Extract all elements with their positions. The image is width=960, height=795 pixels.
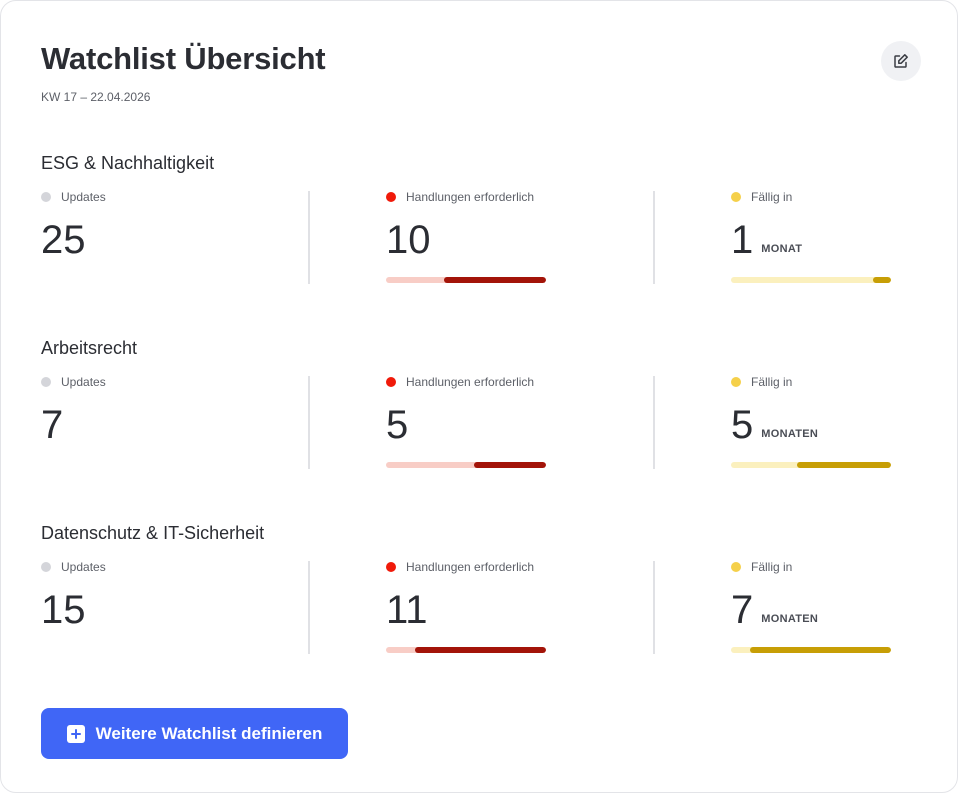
divider [653, 191, 655, 284]
due-label: Fällig in [751, 560, 793, 574]
due-progress-fill [796, 462, 891, 468]
due-progress-bar [731, 647, 891, 653]
actions-progress-bar [386, 462, 546, 468]
updates-label: Updates [61, 190, 106, 204]
actions-metric: Handlungen erforderlich 11 [386, 560, 546, 653]
section-title: Datenschutz & IT-Sicherheit [41, 523, 265, 543]
actions-label: Handlungen erforderlich [406, 375, 535, 389]
add-watchlist-label: Weitere Watchlist definieren [95, 723, 323, 743]
actions-value: 5 [386, 403, 409, 447]
actions-progress-bar [386, 647, 546, 653]
due-unit: MONATEN [761, 613, 819, 625]
due-dot-icon [731, 192, 741, 202]
divider [308, 376, 310, 469]
due-progress-bar [731, 462, 891, 468]
actions-value: 11 [386, 588, 428, 632]
updates-metric: Updates 7 [41, 375, 309, 468]
divider [653, 561, 655, 654]
due-unit: MONATEN [761, 428, 819, 440]
updates-value: 7 [41, 403, 64, 447]
due-progress-bar [731, 277, 891, 283]
actions-progress-fill [443, 277, 546, 283]
due-dot-icon [731, 562, 741, 572]
updates-metric: Updates 25 [41, 190, 309, 283]
updates-dot-icon [41, 562, 51, 572]
updates-dot-icon [41, 192, 51, 202]
actions-metric: Handlungen erforderlich 5 [386, 375, 546, 468]
due-dot-icon [731, 377, 741, 387]
add-watchlist-button[interactable]: Weitere Watchlist definieren [41, 708, 348, 759]
due-metric: Fällig in 5 MONATEN [731, 375, 891, 468]
actions-dot-icon [386, 192, 396, 202]
due-value: 7 [731, 588, 754, 632]
edit-button[interactable] [881, 41, 921, 81]
page-title: Watchlist Übersicht [41, 41, 326, 76]
watchlist-section-arbeitsrecht: Arbeitsrecht Updates 7 Handlungen erford… [41, 338, 921, 498]
updates-value: 15 [41, 588, 86, 632]
updates-label: Updates [61, 375, 106, 389]
watchlist-section-esg: ESG & Nachhaltigkeit Updates 25 Handlung… [41, 153, 921, 313]
actions-value: 10 [386, 218, 431, 262]
actions-progress-fill [474, 462, 546, 468]
updates-label: Updates [61, 560, 106, 574]
due-metric: Fällig in 7 MONATEN [731, 560, 891, 653]
divider [653, 376, 655, 469]
due-metric: Fällig in 1 MONAT [731, 190, 891, 283]
updates-metric: Updates 15 [41, 560, 309, 653]
due-progress-fill [873, 277, 891, 283]
edit-icon [893, 53, 909, 69]
actions-progress-fill [414, 647, 546, 653]
updates-value: 25 [41, 218, 86, 262]
due-label: Fällig in [751, 375, 793, 389]
actions-label: Handlungen erforderlich [406, 190, 535, 204]
updates-dot-icon [41, 377, 51, 387]
due-progress-fill [750, 647, 891, 653]
actions-progress-bar [386, 277, 546, 283]
divider [308, 561, 310, 654]
section-title: ESG & Nachhaltigkeit [41, 153, 215, 173]
actions-dot-icon [386, 562, 396, 572]
actions-label: Handlungen erforderlich [406, 560, 535, 574]
section-title: Arbeitsrecht [41, 338, 138, 358]
actions-dot-icon [386, 377, 396, 387]
actions-metric: Handlungen erforderlich 10 [386, 190, 546, 283]
watchlist-section-datenschutz: Datenschutz & IT-Sicherheit Updates 15 H… [41, 523, 921, 683]
divider [308, 191, 310, 284]
due-value: 1 [731, 218, 754, 262]
plus-square-icon [66, 724, 85, 743]
page-subtitle: KW 17 – 22.04.2026 [41, 90, 151, 104]
due-value: 5 [731, 403, 754, 447]
due-unit: MONAT [761, 243, 803, 255]
due-label: Fällig in [751, 190, 793, 204]
